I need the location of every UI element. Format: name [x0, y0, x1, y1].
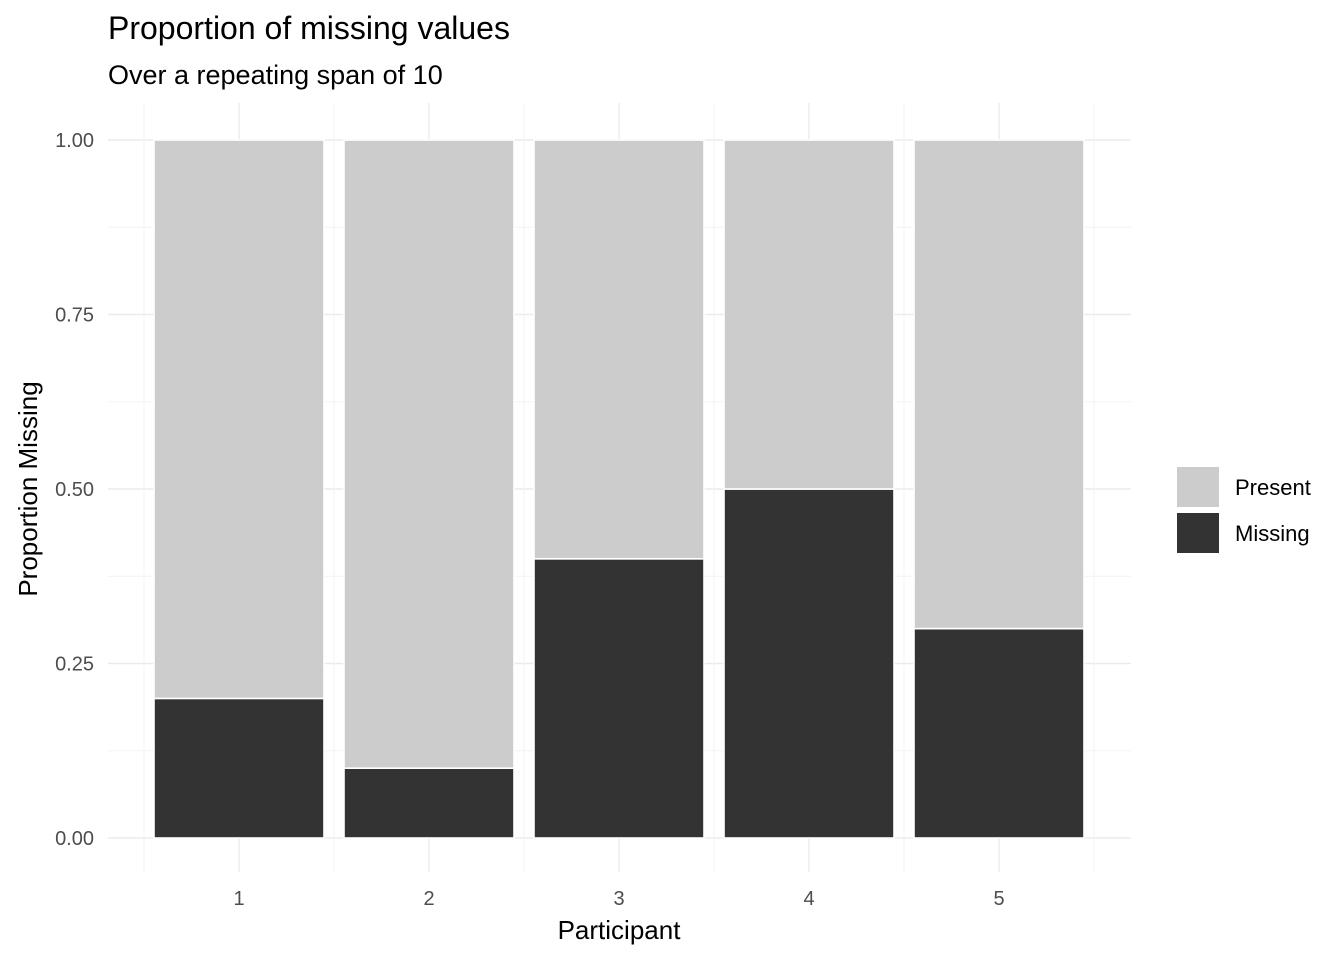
y-axis-ticks: 0.00 0.25 0.50 0.75 1.00 [55, 130, 94, 850]
bar-missing-5 [913, 627, 1085, 839]
legend-label-missing: Missing [1235, 521, 1310, 546]
chart-title: Proportion of missing values [108, 10, 510, 46]
bar-missing-2 [343, 767, 515, 839]
bar-missing-1 [153, 697, 325, 839]
x-tick-label: 2 [423, 888, 434, 910]
x-axis-ticks: 1 2 3 4 5 [233, 888, 1004, 910]
bar-present-1 [153, 139, 325, 700]
x-tick-label: 5 [993, 888, 1004, 910]
bar-present-4 [723, 139, 895, 490]
y-axis-title: Proportion Missing [13, 381, 43, 596]
x-axis-title: Participant [558, 915, 682, 945]
legend-label-present: Present [1235, 475, 1311, 500]
x-tick-label: 4 [803, 888, 814, 910]
y-tick-label: 0.75 [55, 305, 94, 327]
legend: Present Missing [1177, 467, 1311, 553]
bar-present-3 [533, 139, 705, 560]
y-tick-label: 0.50 [55, 479, 94, 501]
bar-missing-4 [723, 488, 895, 839]
y-tick-label: 1.00 [55, 130, 94, 152]
bar-present-5 [913, 139, 1085, 630]
y-tick-label: 0.00 [55, 828, 94, 850]
legend-key-missing [1177, 513, 1219, 553]
legend-key-present [1177, 467, 1219, 507]
x-tick-label: 1 [233, 888, 244, 910]
bars [153, 139, 1085, 839]
bar-present-2 [343, 139, 515, 770]
chart-subtitle: Over a repeating span of 10 [108, 60, 443, 90]
y-tick-label: 0.25 [55, 654, 94, 676]
x-tick-label: 3 [613, 888, 624, 910]
bar-missing-3 [533, 557, 705, 839]
